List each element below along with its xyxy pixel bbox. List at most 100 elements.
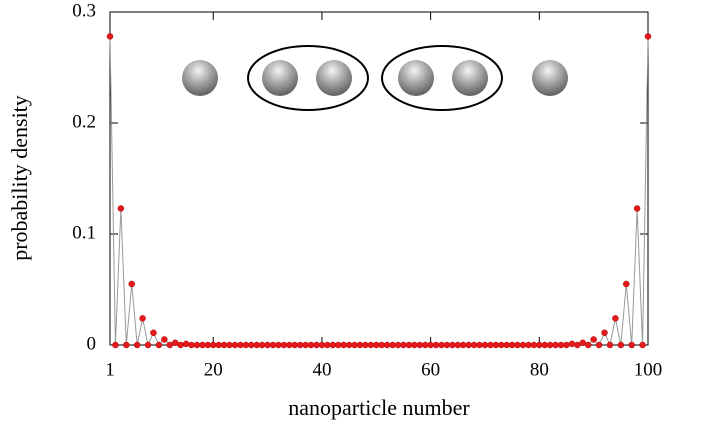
- data-point: [264, 341, 271, 349]
- data-point: [313, 341, 320, 349]
- data-point: [470, 341, 478, 349]
- data-point: [438, 341, 445, 349]
- data-point: [568, 340, 576, 348]
- data-point: [606, 341, 614, 349]
- data-point: [177, 341, 184, 349]
- data-point: [106, 33, 114, 40]
- data-point: [525, 341, 532, 349]
- data-point: [498, 341, 505, 349]
- data-point: [530, 341, 538, 349]
- data-point: [242, 341, 250, 349]
- data-point: [476, 341, 483, 349]
- data-point: [193, 341, 201, 349]
- data-point: [503, 341, 510, 349]
- data-point: [123, 341, 130, 349]
- data-point: [579, 339, 587, 347]
- data-point: [340, 341, 347, 349]
- data-point: [362, 341, 369, 349]
- data-point: [639, 341, 646, 349]
- x-tick-label: 1: [105, 359, 115, 380]
- data-point: [628, 341, 635, 349]
- data-point: [432, 341, 440, 349]
- data-point: [519, 341, 527, 349]
- data-point: [459, 341, 467, 349]
- data-point: [248, 341, 255, 349]
- data-point: [226, 341, 233, 349]
- data-point: [351, 341, 358, 349]
- y-axis-title: probability density: [7, 95, 32, 261]
- data-point: [557, 341, 565, 349]
- data-point: [307, 341, 315, 349]
- data-point: [275, 341, 282, 349]
- data-point: [133, 341, 141, 349]
- data-point: [427, 341, 434, 349]
- data-point: [541, 341, 548, 349]
- data-point: [595, 341, 603, 349]
- y-tick-label: 0.2: [72, 111, 96, 132]
- data-point: [334, 341, 342, 349]
- data-point: [291, 341, 299, 349]
- data-point: [465, 341, 472, 349]
- data-point: [574, 341, 581, 349]
- x-tick-label: 80: [530, 359, 549, 380]
- data-point: [508, 341, 516, 349]
- data-point: [139, 315, 146, 322]
- data-point: [144, 341, 152, 349]
- data-point: [373, 341, 380, 349]
- data-point: [204, 341, 212, 349]
- data-point: [601, 329, 608, 337]
- data-point: [546, 341, 554, 349]
- x-axis-title: nanoparticle number: [288, 395, 470, 420]
- data-point: [394, 341, 402, 349]
- data-point: [258, 341, 266, 349]
- data-point: [536, 341, 543, 349]
- illustration: [182, 45, 568, 111]
- data-point: [155, 341, 163, 349]
- y-tick-label: 0: [87, 333, 97, 354]
- data-point: [383, 341, 391, 349]
- data-point: [416, 341, 424, 349]
- data-point: [411, 341, 418, 349]
- x-tick-label: 20: [204, 359, 223, 380]
- data-point: [324, 341, 331, 349]
- data-point: [215, 341, 222, 349]
- data-point: [454, 341, 462, 349]
- data-point: [171, 339, 179, 347]
- data-point: [231, 341, 239, 349]
- data-point: [302, 341, 309, 349]
- data-point: [617, 341, 625, 349]
- y-tick-label: 0.3: [72, 0, 96, 21]
- data-point: [117, 205, 125, 212]
- data-point: [150, 329, 157, 337]
- data-point: [220, 341, 228, 349]
- data-point: [356, 341, 364, 349]
- data-point: [623, 280, 630, 288]
- data-point: [367, 341, 375, 349]
- data-point: [449, 341, 456, 349]
- data-point: [182, 340, 190, 348]
- data-point: [329, 341, 337, 349]
- data-point: [481, 341, 489, 349]
- data-point: [161, 336, 168, 343]
- data-point: [210, 341, 217, 349]
- x-tick-label: 40: [312, 359, 331, 380]
- data-point: [514, 341, 521, 349]
- data-point: [405, 341, 413, 349]
- data-point: [400, 341, 407, 349]
- data-point: [166, 341, 174, 349]
- data-point: [584, 341, 592, 349]
- data-point: [280, 341, 288, 349]
- data-point: [443, 341, 451, 349]
- data-point: [128, 280, 135, 288]
- data-point: [389, 341, 396, 349]
- data-point: [253, 341, 260, 349]
- data-point: [633, 205, 641, 212]
- data-point: [563, 341, 570, 349]
- data-point: [590, 336, 597, 343]
- y-tick-label: 0.1: [72, 222, 96, 243]
- x-tick-label: 100: [634, 359, 663, 380]
- data-point: [237, 341, 244, 349]
- data-point: [269, 341, 277, 349]
- data-point: [552, 341, 559, 349]
